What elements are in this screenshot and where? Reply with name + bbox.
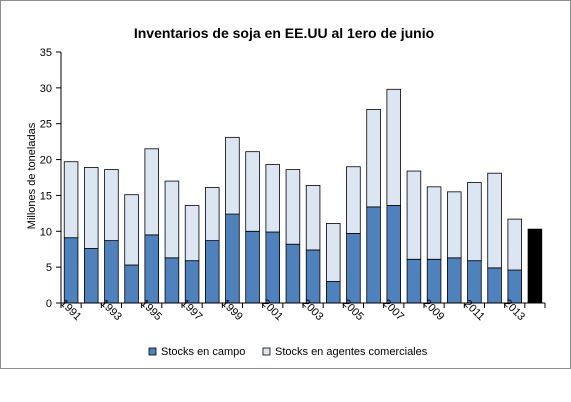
bar-stocks-en-campo	[467, 260, 482, 304]
bar-stocks-en-agentes-comerciales	[245, 151, 260, 232]
bar-highlight	[527, 228, 543, 304]
x-tick-label: 2007	[380, 297, 406, 323]
bar-stocks-en-campo	[366, 206, 381, 304]
y-tick-label: 20	[40, 155, 52, 167]
bar-stocks-en-agentes-comerciales	[426, 186, 442, 260]
bar-stocks-en-campo	[83, 248, 99, 304]
y-axis-label: Millones de toneladas	[26, 122, 38, 229]
bar-stocks-en-agentes-comerciales	[63, 161, 79, 239]
bar-stocks-en-agentes-comerciales	[507, 218, 523, 271]
bar-stocks-en-campo	[265, 231, 281, 304]
legend: Stocks en campo Stocks en agentes comerci…	[148, 346, 428, 358]
bar-stocks-en-campo	[204, 240, 220, 304]
bar-stocks-en-agentes-comerciales	[305, 184, 321, 251]
x-tick-label: 2005	[340, 297, 366, 323]
x-tick-label: 1997	[179, 297, 205, 323]
bar-stocks-en-agentes-comerciales	[144, 148, 160, 236]
bar-stocks-en-agentes-comerciales	[83, 167, 99, 249]
bar-stocks-en-agentes-comerciales	[446, 191, 462, 259]
x-tick-label: 1995	[138, 297, 164, 323]
bar-stocks-en-agentes-comerciales	[225, 136, 240, 215]
bar-stocks-en-agentes-comerciales	[346, 166, 361, 234]
x-tick-label: 1993	[98, 297, 124, 323]
bar-stocks-en-campo	[346, 233, 361, 304]
legend-label-stocks-en-campo: Stocks en campo	[161, 346, 245, 358]
bar-stocks-en-agentes-comerciales	[406, 170, 422, 260]
bar-stocks-en-agentes-comerciales	[467, 182, 482, 262]
y-tick-label: 0	[46, 298, 52, 310]
y-tick-label: 15	[40, 190, 52, 202]
legend-swatch-stocks-en-agentes-comerciales	[262, 347, 271, 356]
x-tick-label: 2003	[300, 297, 326, 323]
bar-stocks-en-agentes-comerciales	[285, 169, 301, 245]
bar-stocks-en-agentes-comerciales	[204, 187, 220, 242]
plot-area: 0 5 10 15 20 25 30 35 1991 1993 1995 1997 1999 2001 20…	[40, 47, 546, 323]
bar-stocks-en-campo	[446, 257, 462, 304]
bar-stocks-en-agentes-comerciales	[325, 222, 341, 282]
bar-stocks-en-campo	[285, 243, 301, 304]
bar-stocks-en-campo	[305, 249, 321, 304]
bar-stocks-en-campo	[124, 264, 139, 304]
bar-stocks-en-campo	[144, 234, 160, 304]
bar-stocks-en-campo	[406, 258, 422, 304]
legend-swatch-stocks-en-campo	[148, 347, 157, 356]
bar-stocks-en-campo	[245, 230, 260, 304]
y-tick-label: 30	[40, 83, 52, 95]
bar-stocks-en-campo	[325, 281, 341, 304]
bar-stocks-en-agentes-comerciales	[124, 194, 139, 266]
bar-stocks-en-agentes-comerciales	[184, 205, 200, 262]
bar-stocks-en-campo	[104, 240, 119, 304]
bar-stocks-en-agentes-comerciales	[487, 172, 502, 269]
bar-stocks-en-campo	[63, 237, 79, 304]
bar-stocks-en-campo	[487, 267, 502, 304]
bar-stocks-en-agentes-comerciales	[164, 180, 180, 259]
y-tick-label: 10	[40, 226, 52, 238]
y-tick-label: 25	[40, 119, 52, 131]
bar-stocks-en-campo	[164, 257, 180, 304]
chart-title: Inventarios de soja en EE.UU al 1ero de …	[134, 25, 434, 41]
bar-stocks-en-agentes-comerciales	[366, 108, 381, 208]
bar-stocks-en-agentes-comerciales	[386, 88, 402, 206]
bar-stocks-en-agentes-comerciales	[104, 169, 119, 242]
y-tick-label: 35	[40, 47, 52, 59]
x-tick-label: 1991	[58, 297, 84, 323]
chart-frame: Inventarios de soja en EE.UU al 1ero de …	[0, 0, 571, 369]
bar-stocks-en-campo	[386, 205, 402, 304]
x-tick-label: 2009	[421, 297, 447, 323]
x-tick-label: 1999	[219, 297, 245, 323]
bar-stocks-en-campo	[225, 213, 240, 304]
legend-label-stocks-en-agentes-comerciales: Stocks en agentes comerciales	[275, 346, 428, 358]
x-tick-label: 2001	[259, 297, 285, 323]
x-tick-label: 2013	[501, 297, 527, 323]
x-tick-label: 2011	[462, 298, 487, 323]
y-tick-label: 5	[46, 262, 52, 274]
bar-stocks-en-agentes-comerciales	[265, 164, 281, 233]
